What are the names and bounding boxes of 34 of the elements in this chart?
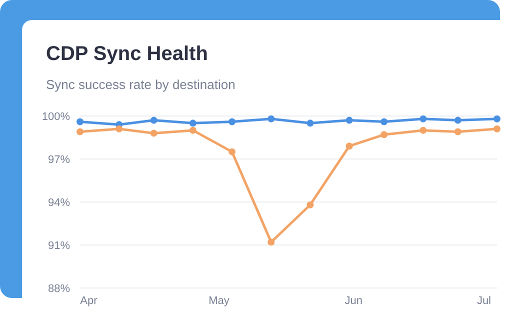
point — [420, 126, 427, 134]
point — [268, 238, 275, 246]
point — [306, 120, 314, 127]
x-tick-label: Apr — [80, 295, 98, 307]
point — [346, 142, 353, 150]
point — [346, 116, 353, 124]
point — [494, 115, 500, 122]
point — [380, 131, 388, 138]
y-tick-label: 88% — [48, 283, 70, 295]
x-tick-label: Jul — [476, 295, 491, 307]
x-tick-label: May — [208, 295, 230, 307]
point — [189, 120, 196, 127]
point — [380, 118, 388, 126]
x-tick-label: Jun — [344, 295, 363, 307]
point — [228, 118, 236, 126]
point — [189, 126, 196, 134]
point — [228, 148, 236, 156]
point — [150, 116, 158, 124]
point — [116, 125, 123, 132]
y-tick-label: 94% — [48, 197, 70, 209]
y-tick-label: 91% — [48, 240, 70, 252]
point — [454, 128, 462, 136]
chart-title: CDP Sync Health — [46, 43, 208, 65]
point — [76, 118, 84, 126]
point — [76, 128, 84, 136]
chart-subtitle: Sync success rate by destination — [46, 77, 236, 92]
y-tick-label: 97% — [48, 154, 70, 166]
point — [494, 125, 500, 132]
point — [306, 201, 314, 208]
point — [150, 130, 158, 137]
point — [454, 116, 462, 124]
point — [420, 115, 427, 122]
point — [268, 115, 275, 122]
y-tick-label: 100% — [42, 111, 70, 123]
